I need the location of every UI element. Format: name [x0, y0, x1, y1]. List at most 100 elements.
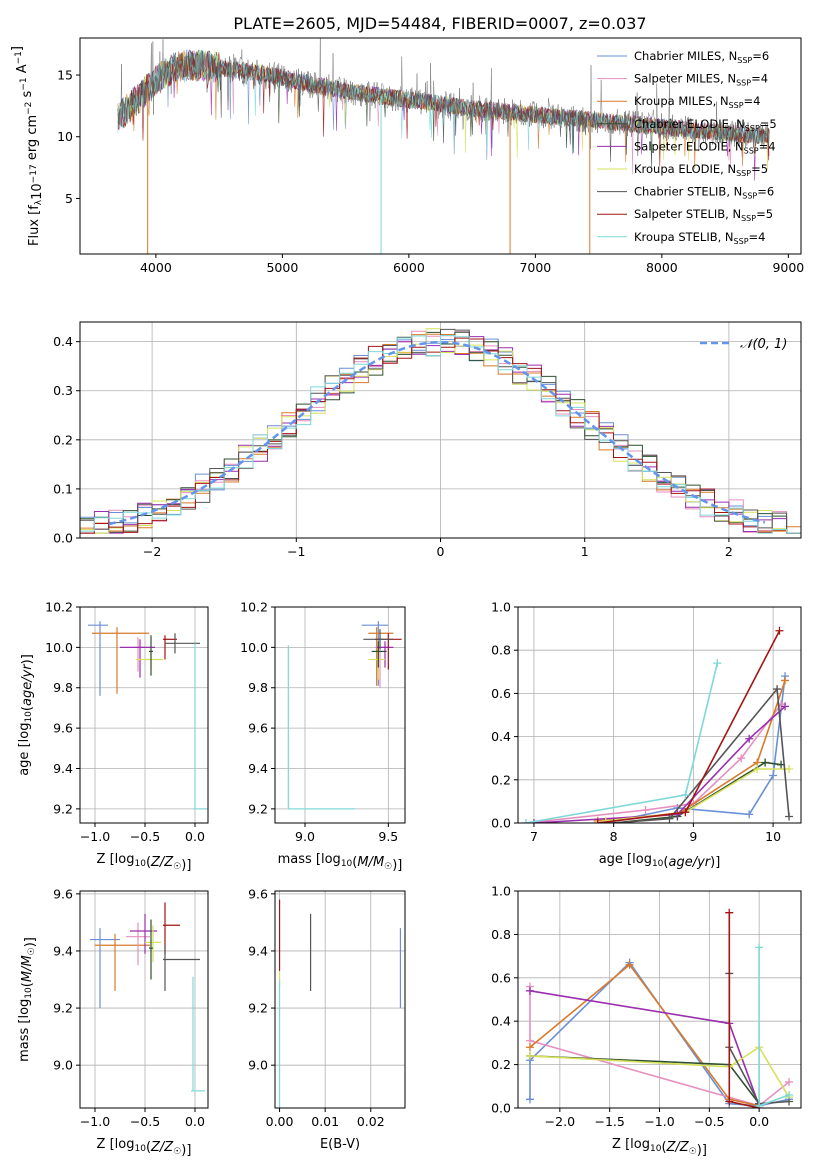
- data-point-marker: [775, 626, 784, 635]
- data-point-marker: [593, 819, 602, 823]
- data-point-marker: [725, 1097, 734, 1106]
- y-tick-label: 9.6: [248, 886, 268, 901]
- plot-area: [88, 621, 207, 810]
- y-tick-label: 0.6: [491, 686, 511, 701]
- y-tick-label: 0.3: [53, 383, 73, 398]
- x-tick-label: 2: [725, 544, 733, 559]
- data-point-marker: [781, 702, 790, 711]
- data-point-marker: [525, 986, 534, 995]
- axes-frame: [79, 606, 209, 824]
- data-point-marker: [529, 819, 538, 823]
- age-vs-mass-panel: 9.0 9.5 9.2 9.4 9.6 9.8 10.0 10.2 mass [log10(M/…: [240, 600, 406, 873]
- x-axis-label: mass [log10(M/M☉)]: [278, 852, 403, 873]
- data-point-marker: [681, 808, 690, 817]
- x-tick-label: −1.0: [644, 1114, 674, 1129]
- y-tick-label: 9.2: [53, 1001, 73, 1016]
- y-tick-label: 1.0: [491, 600, 511, 615]
- x-axis-label: Z [log10(Z/Z☉)]: [97, 1137, 192, 1158]
- x-tick-label: 0.0: [185, 829, 205, 844]
- axes-frame: [517, 606, 802, 824]
- x-tick-label: 0.01: [311, 1114, 339, 1129]
- y-tick-label: 0.2: [491, 1057, 511, 1072]
- data-point-marker: [761, 758, 770, 767]
- y-tick-label: 9.2: [248, 801, 268, 816]
- data-point-marker: [525, 1043, 534, 1052]
- y-tick-label: 9.0: [248, 1058, 268, 1073]
- plot-area: [80, 328, 801, 534]
- plot-area: [287, 621, 402, 810]
- plot-area: [117, 38, 770, 254]
- series-line-kroupa-stelib: [525, 663, 719, 823]
- y-axis-label: Flux [fλ10−17 erg cm−2 s−1 A−1]: [10, 46, 45, 246]
- data-point-marker: [785, 1077, 794, 1086]
- axes-frame: [79, 37, 802, 255]
- y-tick-label: 9.4: [53, 943, 73, 958]
- x-tick-label: 4000: [140, 260, 172, 275]
- y-tick-label: 10.2: [45, 600, 73, 615]
- y-tick-label: 9.4: [248, 943, 268, 958]
- y-axis-label: mass [log10(M/M☉)]: [17, 937, 38, 1062]
- data-point-marker: [755, 943, 764, 952]
- y-tick-label: 9.2: [248, 1001, 268, 1016]
- y-tick-label: 10.0: [240, 640, 268, 655]
- data-point-marker: [601, 816, 610, 823]
- y-tick-label: 10.0: [45, 640, 73, 655]
- y-tick-label: 1.0: [491, 884, 511, 899]
- series-line-kroupa-elodie: [529, 1046, 790, 1098]
- data-point-marker: [755, 1101, 764, 1108]
- x-tick-label: 1: [581, 544, 589, 559]
- y-tick-label: 9.4: [248, 761, 268, 776]
- histogram-kroupa-stelib: [80, 335, 801, 534]
- y-tick-label: 0.2: [53, 432, 73, 447]
- y-tick-label: 0.0: [53, 531, 73, 546]
- x-tick-label: −0.5: [694, 1114, 724, 1129]
- series-line-chabrier-stelib: [613, 687, 790, 823]
- y-tick-label: 0.4: [491, 729, 511, 744]
- axes-frame: [274, 890, 406, 1109]
- series-line-salpeter-stelib: [597, 630, 781, 823]
- data-point-marker: [785, 812, 794, 821]
- data-point-marker: [625, 960, 634, 969]
- series-line-kroupa-stelib: [758, 947, 790, 1107]
- series-line-kroupa-miles: [529, 963, 760, 1107]
- x-tick-label: −0.5: [130, 1114, 160, 1129]
- x-tick-label: 9: [689, 829, 697, 844]
- data-point-marker: [745, 810, 754, 819]
- data-point-marker: [725, 908, 734, 917]
- data-point-marker: [785, 1090, 794, 1099]
- data-point-marker: [773, 685, 782, 694]
- data-point-marker: [769, 771, 778, 780]
- y-tick-label: 0.4: [53, 334, 73, 349]
- x-tick-label: 8: [610, 829, 618, 844]
- x-tick-label: 0.0: [749, 1114, 769, 1129]
- y-tick-label: 9.6: [248, 721, 268, 736]
- y-tick-label: 5: [65, 191, 73, 206]
- residuals-panel: −2 −1 0 1 2 0.0 0.1 0.2 0.3 0.4 𝒩(0, 1): [53, 321, 802, 559]
- data-point-marker: [781, 676, 790, 685]
- y-tick-label: 9.0: [53, 1058, 73, 1073]
- legend-label: Chabrier MILES, NSSP=6: [634, 49, 769, 65]
- y-tick-label: 0.4: [491, 1014, 511, 1029]
- y-tick-label: 0.0: [491, 1101, 511, 1116]
- axes-frame: [274, 606, 406, 824]
- data-point-marker: [681, 790, 690, 799]
- x-tick-label: 7000: [519, 260, 551, 275]
- spectrum-panel: 4000 5000 6000 7000 8000 9000 5 10 15 Flux [fλ10−…: [10, 37, 804, 275]
- data-point-marker: [737, 754, 746, 763]
- legend-label: 𝒩(0, 1): [740, 337, 787, 352]
- y-tick-label: 0.8: [491, 927, 511, 942]
- x-tick-label: −1: [287, 544, 305, 559]
- x-tick-label: −0.5: [130, 829, 160, 844]
- series-line-salpeter-elodie: [529, 990, 760, 1107]
- x-tick-label: 0.02: [357, 1114, 385, 1129]
- data-point-marker: [753, 765, 762, 773]
- x-tick-label: 9.0: [295, 829, 315, 844]
- x-tick-label: −1.0: [80, 1114, 110, 1129]
- data-point-marker: [521, 819, 530, 823]
- x-tick-label: 10: [765, 829, 781, 844]
- legend-label: Kroupa ELODIE, NSSP=5: [634, 162, 768, 178]
- plot-area: [278, 899, 402, 1108]
- plot-area: [521, 626, 794, 823]
- y-tick-label: 0.8: [491, 643, 511, 658]
